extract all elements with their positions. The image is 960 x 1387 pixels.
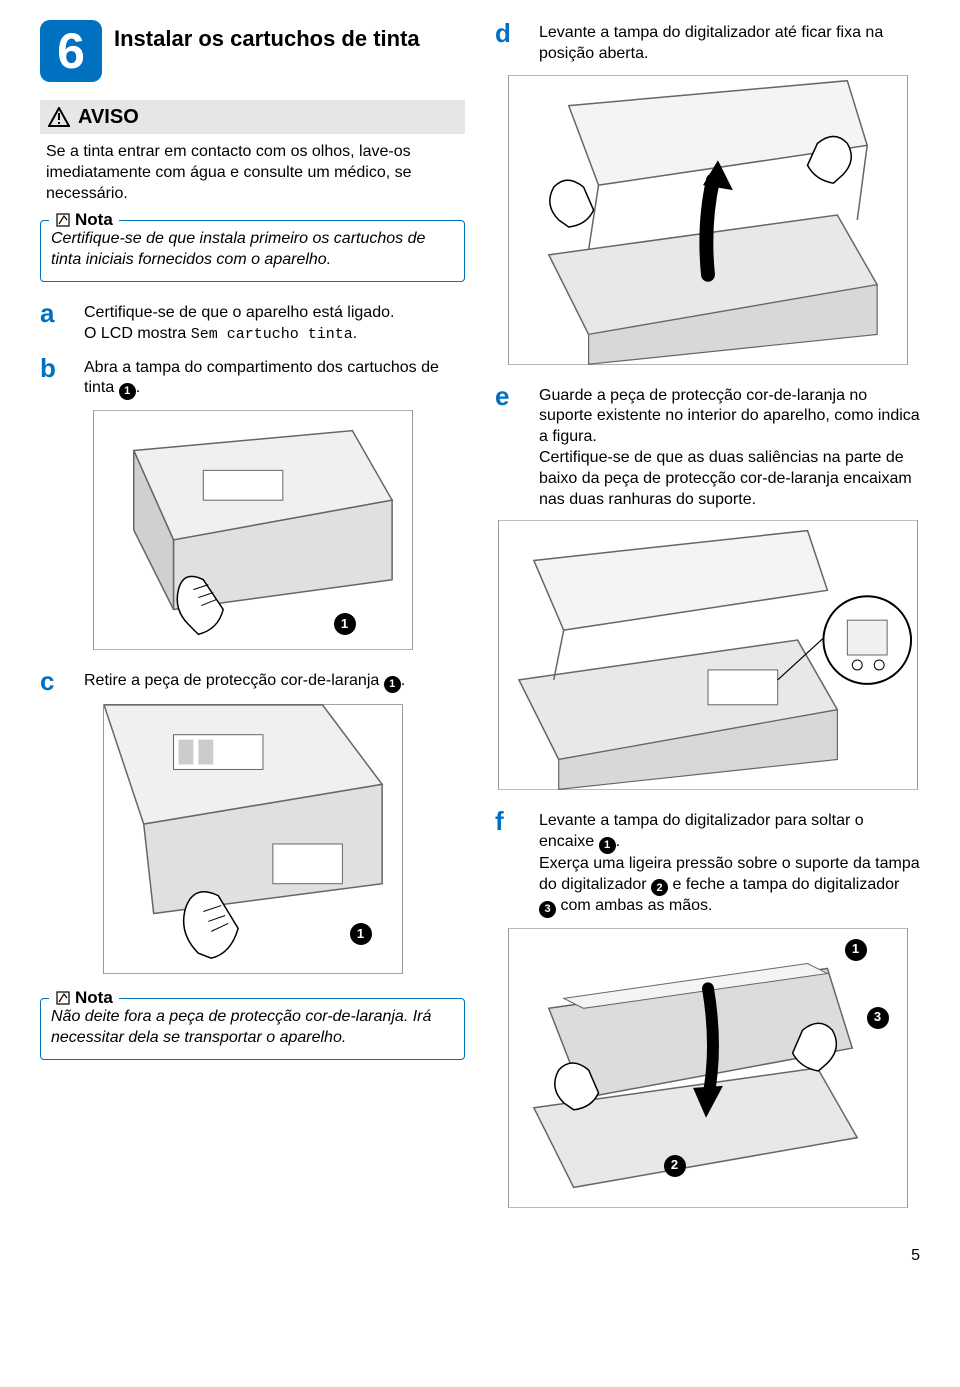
step-letter-e: e	[495, 383, 523, 511]
step-f-p1-post: .	[616, 833, 620, 850]
nota1-text: Certifique-se de que instala primeiro os…	[51, 230, 425, 268]
nota-box-1: Nota Certifique-se de que instala primei…	[40, 220, 465, 282]
aviso-box: AVISO Se a tinta entrar em contacto com …	[40, 100, 465, 204]
step-a-line2-pre: O LCD mostra	[84, 325, 191, 342]
illustration-c: 1	[40, 704, 465, 974]
aviso-label: AVISO	[78, 104, 139, 130]
step-f-p1-pre: Levante a tampa do digitalizador para so…	[539, 812, 864, 850]
callout-badge-1-f: 1	[845, 939, 867, 961]
step-letter-c: c	[40, 668, 68, 694]
step-c-pre: Retire a peça de protecção cor-de-laranj…	[84, 672, 384, 689]
note-icon	[55, 212, 71, 228]
step-d: d Levante a tampa do digitalizador até f…	[495, 20, 920, 65]
step-e: e Guarde a peça de protecção cor-de-lara…	[495, 383, 920, 511]
aviso-text: Se a tinta entrar em contacto com os olh…	[40, 134, 465, 204]
aviso-header: AVISO	[40, 100, 465, 134]
badge-1-inline-c: 1	[384, 676, 401, 693]
step-f: f Levante a tampa do digitalizador para …	[495, 808, 920, 918]
illustration-d	[495, 75, 920, 365]
step-letter-a: a	[40, 300, 68, 345]
step-a-line2-mono: Sem cartucho tinta	[191, 326, 353, 343]
nota-box-2: Nota Não deite fora a peça de protecção …	[40, 998, 465, 1060]
step-title: Instalar os cartuchos de tinta	[114, 20, 420, 51]
nota1-label: Nota	[75, 209, 113, 231]
step-number-badge: 6	[40, 20, 102, 82]
warning-icon	[48, 107, 70, 127]
badge-1-inline-f: 1	[599, 837, 616, 854]
step-letter-d: d	[495, 20, 523, 65]
illustration-f: 1 3 2	[495, 928, 920, 1208]
callout-badge-3-f: 3	[867, 1007, 889, 1029]
badge-1-inline: 1	[119, 383, 136, 400]
step-e-p1: Guarde a peça de protecção cor-de-laranj…	[539, 387, 920, 446]
callout-badge-2-f: 2	[664, 1155, 686, 1177]
page-number: 5	[40, 1246, 920, 1267]
step-b-post: .	[136, 379, 140, 396]
step-f-p2-mid: e feche a tampa do digitalizador	[668, 876, 899, 893]
step-f-p2-post: com ambas as mãos.	[556, 897, 713, 914]
step-a: a Certifique-se de que o aparelho está l…	[40, 300, 465, 345]
step-letter-b: b	[40, 355, 68, 400]
illustration-e	[495, 520, 920, 790]
step-header: 6 Instalar os cartuchos de tinta	[40, 20, 465, 82]
note-icon	[55, 990, 71, 1006]
nota2-text: Não deite fora a peça de protecção cor-d…	[51, 1008, 431, 1046]
step-c: c Retire a peça de protecção cor-de-lara…	[40, 668, 465, 694]
step-c-post: .	[401, 672, 405, 689]
step-b: b Abra a tampa do compartimento dos cart…	[40, 355, 465, 400]
illustration-b: 1	[40, 410, 465, 650]
step-a-line1: Certifique-se de que o aparelho está lig…	[84, 304, 394, 321]
step-d-text: Levante a tampa do digitalizador até fic…	[539, 24, 883, 62]
step-letter-f: f	[495, 808, 523, 918]
step-e-p2: Certifique-se de que as duas saliências …	[539, 449, 912, 508]
callout-badge-1-c: 1	[350, 923, 372, 945]
badge-2-inline-f: 2	[651, 879, 668, 896]
nota2-label: Nota	[75, 987, 113, 1009]
callout-badge-1: 1	[334, 613, 356, 635]
badge-3-inline-f: 3	[539, 901, 556, 918]
step-a-line2-post: .	[353, 325, 357, 342]
